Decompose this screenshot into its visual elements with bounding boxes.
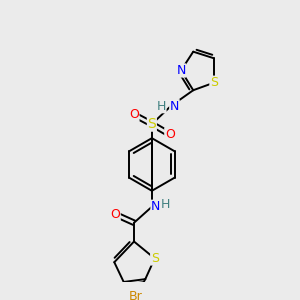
Text: O: O: [110, 208, 120, 221]
Text: N: N: [170, 100, 179, 113]
Text: Br: Br: [129, 290, 143, 300]
Text: S: S: [148, 117, 156, 131]
Text: S: S: [210, 76, 218, 89]
Text: N: N: [176, 64, 186, 77]
Text: O: O: [165, 128, 175, 141]
Text: O: O: [129, 108, 139, 121]
Text: N: N: [151, 200, 160, 213]
Text: H: H: [160, 198, 170, 212]
Text: H: H: [157, 100, 166, 113]
Text: S: S: [151, 252, 159, 265]
